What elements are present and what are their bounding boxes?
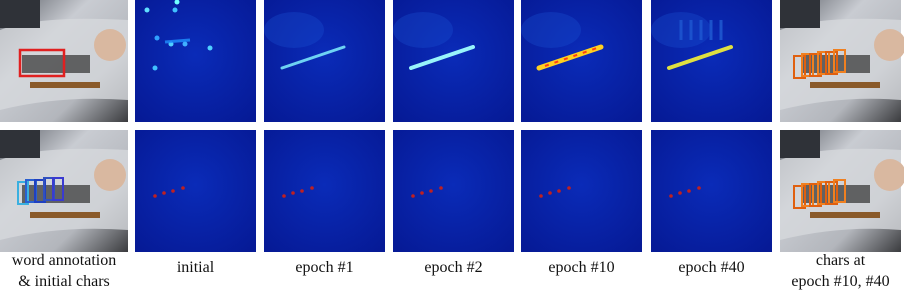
char-center	[171, 189, 175, 193]
char-box	[793, 185, 806, 209]
char-center	[439, 186, 443, 190]
activation	[182, 41, 188, 47]
photo-panel	[780, 0, 904, 122]
activation	[152, 65, 158, 71]
char-box	[817, 181, 830, 205]
char-box	[809, 183, 822, 207]
car-window	[780, 130, 820, 158]
heatmap	[264, 0, 385, 122]
char-center	[557, 189, 561, 193]
activation	[144, 7, 150, 13]
char-center	[697, 186, 701, 190]
char-box	[801, 53, 814, 77]
stripe	[810, 82, 880, 88]
char-box	[825, 181, 838, 205]
char-box	[801, 183, 814, 207]
heatmap-panel	[393, 130, 514, 252]
activation-streak	[409, 45, 475, 70]
heatmap-panel	[264, 0, 385, 122]
stripe	[810, 212, 880, 218]
heatmap	[135, 0, 256, 122]
char-center	[687, 189, 691, 193]
stripe	[30, 212, 100, 218]
heatmap-panel	[135, 130, 256, 252]
heatmap-panel	[521, 0, 642, 122]
char-center	[153, 194, 157, 198]
photo-panel	[0, 130, 128, 252]
char-center	[548, 191, 552, 195]
caption: epoch #2	[424, 259, 482, 276]
activation-glow	[264, 12, 324, 48]
activation	[172, 7, 178, 13]
heatmap	[135, 130, 256, 252]
heatmap-panel	[264, 130, 385, 252]
activation-streak	[667, 45, 733, 70]
heatmap	[651, 130, 772, 252]
activation-glow	[521, 12, 581, 48]
char-center	[310, 186, 314, 190]
char-center	[567, 186, 571, 190]
char-center	[420, 191, 424, 195]
car-window	[0, 0, 40, 28]
activation-glow	[393, 12, 453, 48]
char-center	[291, 191, 295, 195]
char-center	[539, 194, 543, 198]
car-window	[0, 130, 40, 158]
char-box	[825, 51, 838, 75]
caption: epoch #1	[295, 259, 353, 276]
char-box	[52, 177, 64, 201]
activation	[207, 45, 213, 51]
char-box	[17, 181, 29, 205]
char-center	[411, 194, 415, 198]
char-center	[300, 189, 304, 193]
photo-panel	[0, 0, 128, 122]
activation-streak	[164, 38, 191, 44]
activation	[154, 35, 160, 41]
heatmap-panel	[651, 130, 772, 252]
heatmap	[264, 130, 385, 252]
activation-glow	[651, 12, 711, 48]
char-center	[162, 191, 166, 195]
lettering	[22, 55, 90, 73]
lettering	[22, 185, 90, 203]
caption: epoch #40	[678, 259, 744, 276]
caption: chars at	[816, 252, 866, 269]
char-box	[793, 55, 806, 79]
heatmap-panel	[135, 0, 256, 122]
word-box	[18, 48, 66, 78]
char-center	[282, 194, 286, 198]
stripe	[30, 82, 100, 88]
char-center	[669, 194, 673, 198]
poster-face	[874, 29, 904, 61]
char-center	[678, 191, 682, 195]
heatmap	[393, 130, 514, 252]
heatmap	[521, 0, 642, 122]
activation-streak	[280, 45, 346, 70]
heatmap	[393, 0, 514, 122]
caption: initial	[177, 259, 215, 276]
char-box	[833, 49, 846, 73]
photo-panel	[780, 130, 904, 252]
poster-face	[94, 159, 126, 191]
activation-streak	[536, 44, 604, 71]
car-window	[780, 0, 820, 28]
poster-face	[94, 29, 126, 61]
heatmap-panel	[393, 0, 514, 122]
char-center	[181, 186, 185, 190]
caption: epoch #10, #40	[791, 273, 889, 290]
heatmap-panel	[521, 130, 642, 252]
char-box	[833, 179, 846, 203]
char-center	[429, 189, 433, 193]
activation	[174, 0, 180, 5]
char-box	[817, 51, 830, 75]
heatmap-panel	[651, 0, 772, 122]
heatmap	[521, 130, 642, 252]
caption: word annotation	[12, 252, 116, 269]
char-box	[809, 53, 822, 77]
poster-face	[874, 159, 904, 191]
caption: & initial chars	[18, 273, 110, 290]
caption: epoch #10	[548, 259, 614, 276]
